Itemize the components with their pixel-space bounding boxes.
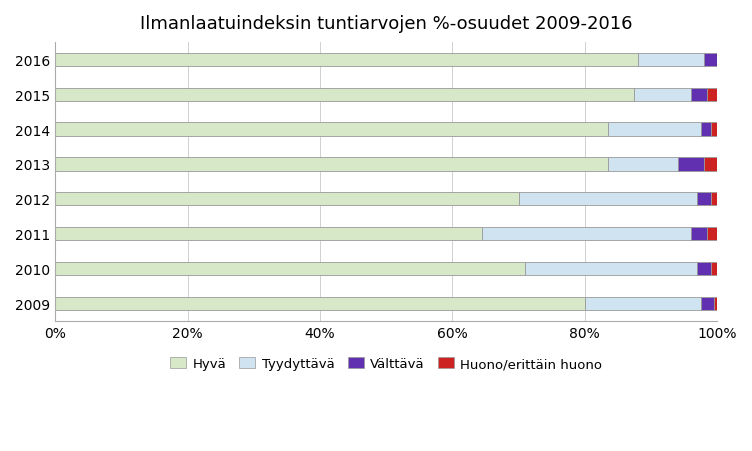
Bar xyxy=(701,123,711,136)
Bar xyxy=(638,54,704,67)
Bar xyxy=(691,228,708,241)
Bar xyxy=(711,262,717,276)
Bar xyxy=(708,88,717,101)
Legend: Hyvä, Tyydyttävä, Välttävä, Huono/erittäin huono: Hyvä, Tyydyttävä, Välttävä, Huono/erittä… xyxy=(165,352,608,376)
Bar xyxy=(704,158,717,171)
Bar xyxy=(55,262,525,276)
Bar xyxy=(701,297,714,310)
Bar xyxy=(697,193,711,206)
Bar xyxy=(708,228,717,241)
Bar xyxy=(711,123,717,136)
Title: Ilmanlaatuindeksin tuntiarvojen %-osuudet 2009-2016: Ilmanlaatuindeksin tuntiarvojen %-osuude… xyxy=(140,15,632,33)
Bar xyxy=(55,297,585,310)
Bar xyxy=(691,88,708,101)
Bar xyxy=(697,262,711,276)
Bar xyxy=(711,193,717,206)
Bar xyxy=(678,158,704,171)
Bar xyxy=(482,228,691,241)
Bar xyxy=(608,123,701,136)
Bar xyxy=(704,54,717,67)
Bar xyxy=(55,158,608,171)
Bar xyxy=(585,297,701,310)
Bar xyxy=(714,297,717,310)
Bar xyxy=(55,123,608,136)
Bar xyxy=(525,262,697,276)
Bar xyxy=(55,88,635,101)
Bar xyxy=(55,54,638,67)
Bar xyxy=(55,193,519,206)
Bar xyxy=(519,193,697,206)
Bar xyxy=(608,158,678,171)
Bar xyxy=(635,88,691,101)
Bar xyxy=(55,228,482,241)
